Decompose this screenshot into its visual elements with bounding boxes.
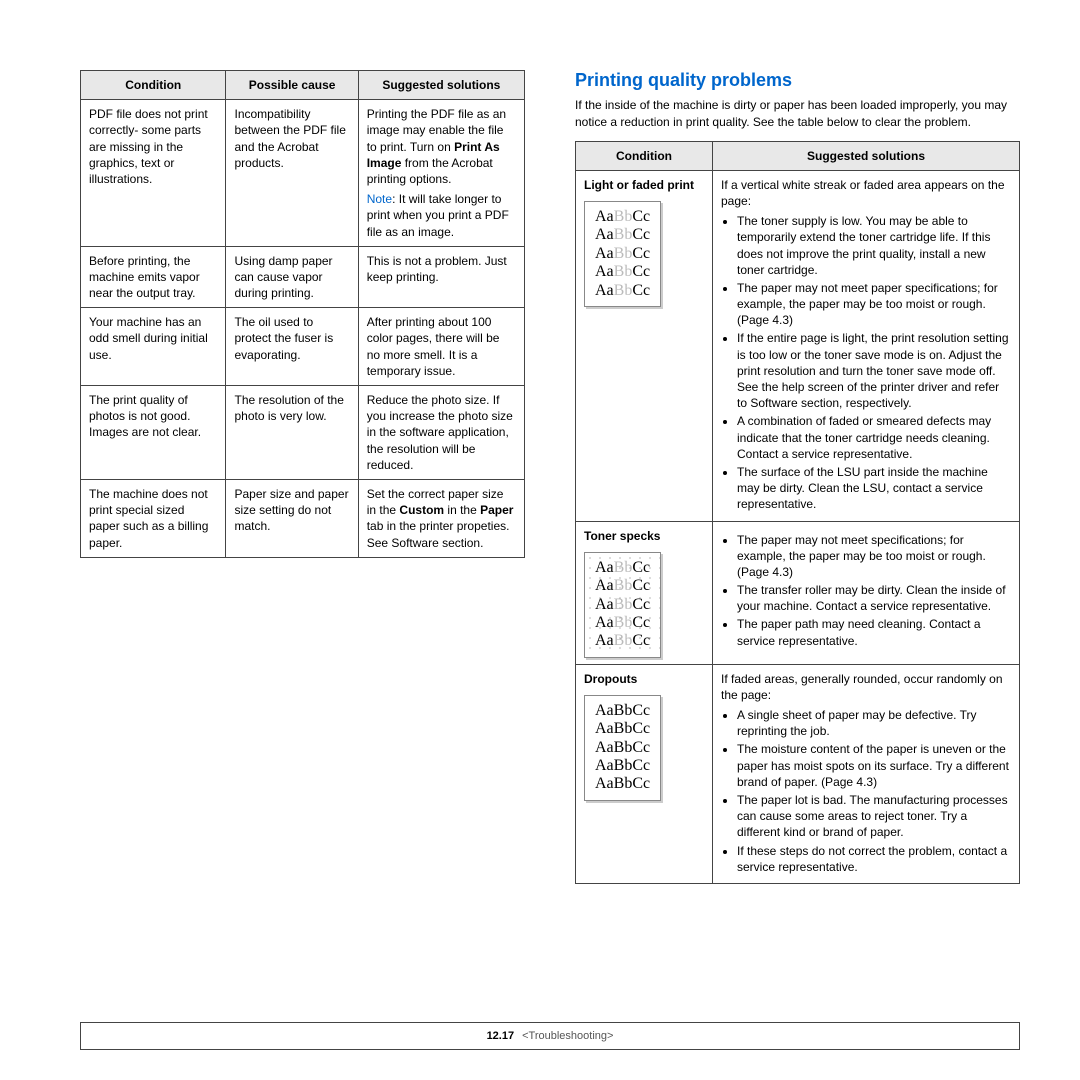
section-heading: Printing quality problems [575,70,1020,91]
chapter-label: <Troubleshooting> [522,1030,613,1042]
print-sample-dropouts: AaBbCcAaBbCcAaBbCcAaBbCcAaBbCc [584,695,661,801]
list-item: A single sheet of paper may be defective… [737,707,1011,739]
list-item: The paper may not meet specifications; f… [737,532,1011,581]
list-item: The moisture content of the paper is une… [737,741,1011,790]
list-item: The paper lot is bad. The manufacturing … [737,792,1011,841]
table-row: Before printing, the machine emits vapor… [81,246,525,308]
left-th-2: Suggested solutions [358,71,524,100]
list-item: If the entire page is light, the print r… [737,330,1011,411]
left-table: Condition Possible cause Suggested solut… [80,70,525,558]
print-sample-specks: AaBbCcAaBbCcAaBbCcAaBbCcAaBbCc [584,552,661,658]
left-th-0: Condition [81,71,226,100]
right-th-0: Condition [576,141,713,170]
right-column: Printing quality problems If the inside … [575,70,1020,884]
sol: Printing the PDF file as an image may en… [358,100,524,247]
table-row: Your machine has an odd smell during ini… [81,308,525,386]
condition-title: Dropouts [584,671,704,687]
left-th-1: Possible cause [226,71,358,100]
list-item: The surface of the LSU part inside the m… [737,464,1011,513]
list-item: The transfer roller may be dirty. Clean … [737,582,1011,614]
table-row: The print quality of photos is not good.… [81,386,525,480]
cond: PDF file does not print correctly- some … [81,100,226,247]
page-number: 12.17 [487,1030,515,1042]
table-row: PDF file does not print correctly- some … [81,100,525,247]
print-sample-faded: AaBbCcAaBbCcAaBbCcAaBbCcAaBbCc [584,201,661,307]
list-item: The paper may not meet paper specificati… [737,280,1011,329]
cause: Incompatibility between the PDF file and… [226,100,358,247]
list-item: A combination of faded or smeared defect… [737,413,1011,462]
condition-title: Toner specks [584,528,704,544]
table-row: Toner specks AaBbCcAaBbCcAaBbCcAaBbCcAaBb… [576,521,1020,664]
right-th-1: Suggested solutions [713,141,1020,170]
list-item: The paper path may need cleaning. Contac… [737,616,1011,648]
lead-text: If faded areas, generally rounded, occur… [721,671,1011,703]
solution-list: The toner supply is low. You may be able… [721,213,1011,512]
page-footer: 12.17 <Troubleshooting> [80,1022,1020,1050]
lead-text: If a vertical white streak or faded area… [721,177,1011,209]
table-row: Dropouts AaBbCcAaBbCcAaBbCcAaBbCcAaBbCc If… [576,664,1020,883]
section-intro: If the inside of the machine is dirty or… [575,97,1020,131]
left-column: Condition Possible cause Suggested solut… [80,70,525,884]
list-item: If these steps do not correct the proble… [737,843,1011,875]
condition-title: Light or faded print [584,177,704,193]
table-row: Light or faded print AaBbCcAaBbCcAaBbCcAa… [576,170,1020,521]
solution-list: The paper may not meet specifications; f… [721,532,1011,649]
table-row: The machine does not print special sized… [81,479,525,557]
solution-list: A single sheet of paper may be defective… [721,707,1011,875]
list-item: The toner supply is low. You may be able… [737,213,1011,278]
right-table: Condition Suggested solutions Light or f… [575,141,1020,884]
